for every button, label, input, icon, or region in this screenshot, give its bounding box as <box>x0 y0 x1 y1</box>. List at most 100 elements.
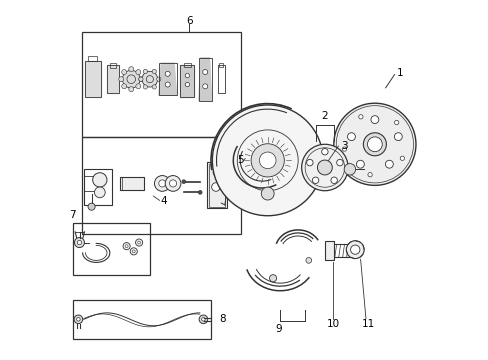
Text: 6: 6 <box>185 16 192 26</box>
Circle shape <box>198 190 202 194</box>
Text: 8: 8 <box>219 314 225 324</box>
Circle shape <box>152 85 156 89</box>
Circle shape <box>399 156 404 161</box>
Circle shape <box>185 73 189 78</box>
Circle shape <box>136 69 141 75</box>
Bar <box>198 58 211 100</box>
Polygon shape <box>180 65 194 97</box>
Circle shape <box>346 241 364 258</box>
Circle shape <box>305 257 311 263</box>
Circle shape <box>128 67 134 72</box>
Text: 4: 4 <box>161 197 167 206</box>
Circle shape <box>201 318 205 321</box>
Circle shape <box>213 170 218 176</box>
Circle shape <box>165 71 170 76</box>
Text: 2: 2 <box>321 111 327 121</box>
Bar <box>217 65 224 94</box>
Circle shape <box>203 84 207 89</box>
Bar <box>107 65 119 94</box>
Bar <box>206 162 226 208</box>
Circle shape <box>356 160 364 168</box>
Text: 11: 11 <box>362 319 375 329</box>
Circle shape <box>142 71 157 87</box>
Text: 9: 9 <box>275 324 281 334</box>
Bar <box>82 137 241 234</box>
Circle shape <box>370 116 378 123</box>
Circle shape <box>165 82 170 87</box>
Circle shape <box>269 275 276 282</box>
Circle shape <box>123 243 130 250</box>
Circle shape <box>139 77 143 82</box>
Circle shape <box>203 69 207 75</box>
Circle shape <box>139 77 143 81</box>
Circle shape <box>156 77 161 81</box>
Circle shape <box>344 163 355 175</box>
Bar <box>159 63 176 95</box>
Circle shape <box>138 241 140 244</box>
Circle shape <box>317 160 332 175</box>
Circle shape <box>122 70 140 88</box>
Circle shape <box>74 315 82 324</box>
Circle shape <box>159 180 165 187</box>
Circle shape <box>77 240 81 245</box>
Circle shape <box>132 250 135 253</box>
Bar <box>208 164 224 207</box>
Circle shape <box>212 105 323 216</box>
Bar <box>219 63 223 67</box>
Circle shape <box>301 144 347 191</box>
Bar <box>183 63 190 67</box>
Circle shape <box>394 133 402 141</box>
Circle shape <box>394 120 398 125</box>
Circle shape <box>130 248 137 255</box>
Bar <box>180 65 194 97</box>
Polygon shape <box>84 61 101 97</box>
Circle shape <box>259 152 275 168</box>
Circle shape <box>88 203 95 210</box>
Text: 1: 1 <box>396 68 403 78</box>
Circle shape <box>94 187 105 198</box>
Circle shape <box>165 176 181 191</box>
Circle shape <box>336 106 413 183</box>
Circle shape <box>77 318 80 321</box>
Circle shape <box>385 160 392 168</box>
Circle shape <box>312 177 318 184</box>
Circle shape <box>93 173 107 187</box>
Text: 10: 10 <box>326 319 339 329</box>
Circle shape <box>152 69 156 73</box>
Text: 7: 7 <box>69 210 76 220</box>
Bar <box>84 176 98 190</box>
Polygon shape <box>198 58 211 100</box>
Bar <box>88 56 97 61</box>
Bar <box>110 63 116 68</box>
Circle shape <box>182 180 185 184</box>
Circle shape <box>321 148 327 155</box>
Circle shape <box>367 137 382 152</box>
Circle shape <box>143 85 147 89</box>
Circle shape <box>261 187 274 200</box>
Circle shape <box>185 82 189 87</box>
Circle shape <box>136 84 141 89</box>
Circle shape <box>251 144 284 177</box>
Circle shape <box>74 238 84 248</box>
Circle shape <box>199 315 207 324</box>
Circle shape <box>330 177 337 184</box>
Polygon shape <box>159 63 176 95</box>
Circle shape <box>154 176 170 191</box>
Circle shape <box>306 159 312 166</box>
Circle shape <box>135 239 142 246</box>
Bar <box>73 300 210 339</box>
Bar <box>73 223 149 275</box>
Circle shape <box>211 183 220 191</box>
Circle shape <box>169 180 176 187</box>
Bar <box>84 61 101 97</box>
Polygon shape <box>107 65 119 94</box>
Circle shape <box>119 77 123 82</box>
Circle shape <box>367 172 371 177</box>
Text: 3: 3 <box>341 141 347 151</box>
Circle shape <box>122 69 126 75</box>
Circle shape <box>143 69 147 73</box>
Bar <box>84 169 111 205</box>
Circle shape <box>347 133 355 141</box>
Circle shape <box>358 115 362 119</box>
Circle shape <box>336 159 343 166</box>
